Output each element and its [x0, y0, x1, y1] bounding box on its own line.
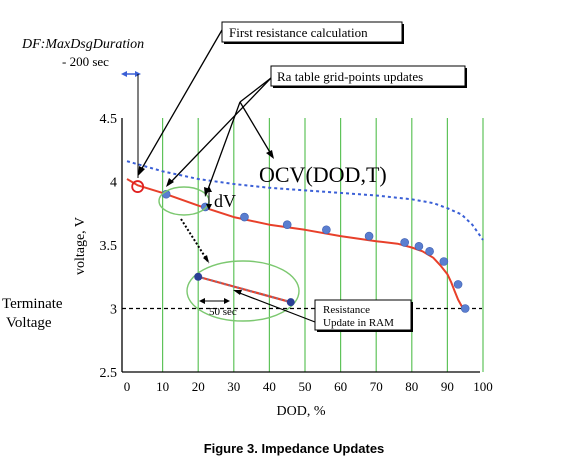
- resistance-update-pointer: [236, 291, 316, 323]
- figure-caption: Figure 3. Impedance Updates: [204, 441, 385, 456]
- annotation-ellipse-inset: [186, 260, 300, 322]
- first-resistance-label: First resistance calculation: [229, 25, 368, 40]
- first-resistance-pointer: [140, 29, 223, 171]
- grid-point-marker-7: [414, 241, 424, 251]
- ra-table-pointer-1: [169, 77, 272, 184]
- axis-ticks: 0 10 20 30 40 50 60 70 80 90 100 2.5 3 3.5 4 4.5: [100, 112, 493, 394]
- grid-point-marker-11: [460, 304, 470, 313]
- grid-point-marker-10: [453, 280, 463, 289]
- y-tick-label-4.5: 4.5: [100, 112, 118, 127]
- voltage-series-line: [126, 178, 466, 310]
- grid-point-marker-5: [364, 231, 374, 241]
- grid-point-marker-6: [400, 238, 409, 247]
- duration-arrowhead-left: [121, 71, 127, 77]
- ra-table-arrowhead-1: [166, 178, 174, 187]
- grid-point-marker-2: [240, 212, 249, 222]
- x-tick-label-70: 70: [370, 379, 383, 394]
- duration-label-line2: - 200 sec: [62, 54, 109, 69]
- x-tick-label-50: 50: [299, 379, 312, 394]
- ra-table-label: Ra table grid-points updates: [277, 69, 423, 84]
- x-tick-label-40: 40: [263, 379, 276, 394]
- ra-table-pointer-2: [206, 101, 241, 193]
- ra-table-arrowhead-3: [266, 150, 274, 159]
- first-calc-circle: [131, 180, 145, 193]
- duration-label-line1: DF:MaxDsgDuration: [21, 37, 144, 52]
- inset-connector: [180, 218, 210, 264]
- x-tick-label-90: 90: [441, 379, 454, 394]
- grid-point-markers: [161, 189, 470, 313]
- resistance-update-line2: Update in RAM: [323, 317, 394, 329]
- resistance-update-line1: Resistance: [323, 304, 370, 316]
- fifty-sec-arrowhead-right: [224, 298, 230, 304]
- x-tick-label-80: 80: [405, 379, 418, 394]
- y-tick-label-3: 3: [110, 303, 117, 318]
- first-resistance-arrowhead: [138, 166, 145, 176]
- resistance-update-arrowhead: [233, 290, 242, 295]
- dv-arrowhead-bottom: [206, 204, 212, 210]
- x-tick-label-60: 60: [334, 379, 347, 394]
- y-tick-label-2.5: 2.5: [100, 366, 118, 381]
- fifty-sec-label: 50 sec: [209, 306, 237, 318]
- y-axis-label: voltage, V: [73, 217, 88, 275]
- resistance-update-box: [314, 299, 412, 331]
- grid-point-marker-4: [322, 225, 331, 235]
- terminate-label-line1: Terminate: [2, 296, 63, 312]
- ocv-label: OCV(DOD,T): [259, 162, 387, 187]
- x-tick-label-10: 10: [156, 379, 169, 394]
- y-tick-label-3.5: 3.5: [100, 239, 118, 254]
- x-tick-label-0: 0: [124, 379, 131, 394]
- chart-grid: [162, 118, 484, 372]
- grid-point-marker-8: [425, 247, 434, 256]
- fifty-sec-arrowhead-left: [199, 298, 205, 304]
- x-tick-label-20: 20: [192, 379, 205, 394]
- y-tick-label-4: 4: [110, 176, 117, 191]
- inset-line: [197, 275, 292, 304]
- ocv-series-line: [126, 160, 484, 241]
- inset-series: [194, 272, 295, 307]
- x-axis-label: DOD, %: [277, 404, 326, 419]
- grid-point-marker-3: [282, 220, 292, 229]
- x-tick-label-30: 30: [227, 379, 240, 394]
- dv-label: dV: [214, 191, 236, 211]
- x-tick-label-100: 100: [473, 379, 493, 394]
- grid-point-marker-9: [439, 257, 449, 266]
- inset-start-marker: [194, 272, 203, 281]
- inset-connector-arrowhead: [203, 255, 209, 263]
- ra-table-arrowhead-2: [204, 187, 210, 197]
- ra-table-pointer-join: [239, 77, 272, 103]
- ra-table-pointer-3: [239, 101, 272, 155]
- terminate-label-line2: Voltage: [6, 315, 52, 331]
- inset-end-marker: [286, 298, 295, 307]
